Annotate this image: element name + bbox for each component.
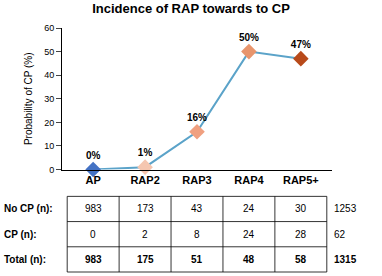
svg-text:1%: 1% xyxy=(138,147,153,158)
svg-text:51: 51 xyxy=(191,254,203,265)
svg-text:RAP4: RAP4 xyxy=(234,174,264,186)
svg-text:30: 30 xyxy=(295,203,307,214)
svg-text:RAP2: RAP2 xyxy=(130,174,159,186)
svg-text:Total (n):: Total (n): xyxy=(4,254,46,265)
svg-text:983: 983 xyxy=(85,254,102,265)
svg-text:AP: AP xyxy=(86,174,101,186)
svg-text:40: 40 xyxy=(44,70,54,80)
svg-text:24: 24 xyxy=(243,229,255,240)
svg-text:16%: 16% xyxy=(187,112,207,123)
svg-text:10: 10 xyxy=(44,141,54,151)
svg-text:50: 50 xyxy=(44,47,54,57)
svg-text:50%: 50% xyxy=(239,32,259,43)
svg-text:1253: 1253 xyxy=(334,203,357,214)
svg-text:CP (n):: CP (n): xyxy=(4,229,37,240)
svg-text:60: 60 xyxy=(44,23,54,33)
svg-text:8: 8 xyxy=(194,229,200,240)
svg-text:0: 0 xyxy=(90,229,96,240)
svg-text:30: 30 xyxy=(44,94,54,104)
svg-text:173: 173 xyxy=(137,203,154,214)
svg-text:0: 0 xyxy=(49,165,54,175)
svg-text:20: 20 xyxy=(44,118,54,128)
svg-text:No CP (n):: No CP (n): xyxy=(4,203,53,214)
svg-text:47%: 47% xyxy=(291,39,311,50)
svg-text:983: 983 xyxy=(85,203,102,214)
svg-text:175: 175 xyxy=(137,254,154,265)
svg-text:Probability of CP (%): Probability of CP (%) xyxy=(23,52,34,145)
svg-text:24: 24 xyxy=(243,203,255,214)
svg-text:Incidence of RAP towards to CP: Incidence of RAP towards to CP xyxy=(92,1,290,16)
svg-text:2: 2 xyxy=(142,229,148,240)
svg-text:48: 48 xyxy=(243,254,255,265)
svg-text:0%: 0% xyxy=(86,150,101,161)
svg-text:43: 43 xyxy=(191,203,203,214)
svg-text:58: 58 xyxy=(295,254,307,265)
svg-text:62: 62 xyxy=(334,229,346,240)
svg-text:28: 28 xyxy=(295,229,307,240)
svg-text:1315: 1315 xyxy=(334,254,357,265)
svg-text:RAP3: RAP3 xyxy=(182,174,211,186)
svg-text:RAP5+: RAP5+ xyxy=(283,174,319,186)
